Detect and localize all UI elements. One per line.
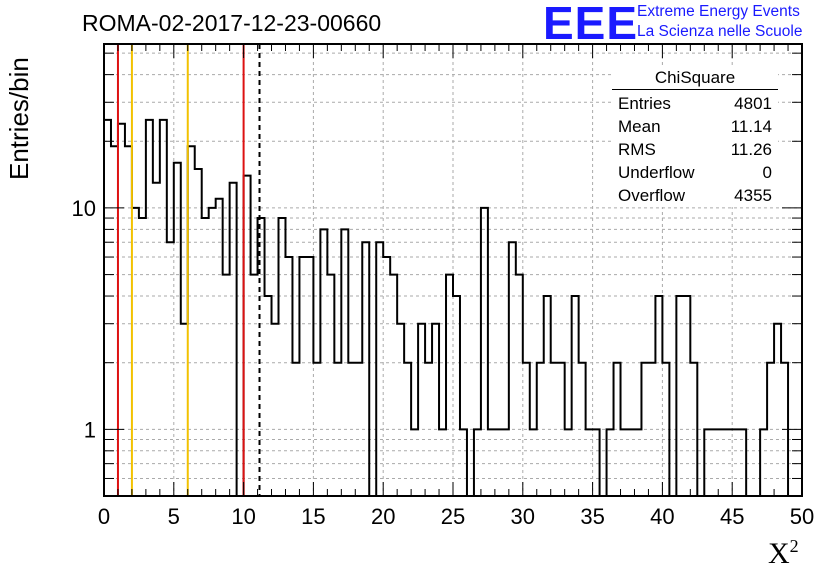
x-tick-label: 20 xyxy=(371,504,395,529)
x-tick-label: 40 xyxy=(650,504,674,529)
x-tick-label: 25 xyxy=(441,504,465,529)
y-tick-label: 10 xyxy=(72,196,96,221)
run-title: ROMA-02-2017-12-23-00660 xyxy=(82,10,382,36)
logo-line-1: Extreme Energy Events xyxy=(637,3,800,20)
x-tick-label: 15 xyxy=(301,504,325,529)
x-tick-label: 45 xyxy=(720,504,744,529)
x-tick-label: 5 xyxy=(168,504,180,529)
stats-value: 4801 xyxy=(734,94,772,113)
x-tick-label: 35 xyxy=(580,504,604,529)
x-tick-label: 50 xyxy=(790,504,814,529)
stats-value: 4355 xyxy=(734,186,772,205)
stats-label: Overflow xyxy=(618,186,686,205)
x-axis-label: X2 xyxy=(768,536,799,570)
histogram-steps xyxy=(104,118,802,497)
stats-label: Underflow xyxy=(618,163,695,182)
stats-row-rms: RMS 11.26 xyxy=(612,138,778,161)
x-tick-label: 10 xyxy=(231,504,255,529)
stats-row-underflow: Underflow 0 xyxy=(612,161,778,184)
stats-title: ChiSquare xyxy=(612,68,778,90)
stats-row-entries: Entries 4801 xyxy=(612,92,778,115)
logo-line-2: La Scienza nelle Scuole xyxy=(637,23,803,40)
stats-box: ChiSquare Entries 4801 Mean 11.14 RMS 11.26 Un… xyxy=(612,68,778,207)
stats-value: 11.14 xyxy=(730,117,772,136)
eee-logo: EEE xyxy=(543,0,639,49)
y-tick-label: 1 xyxy=(84,417,96,442)
stats-row-overflow: Overflow 4355 xyxy=(612,184,778,207)
x-tick-label: 30 xyxy=(511,504,535,529)
stats-value: 11.26 xyxy=(730,140,772,159)
stats-value: 0 xyxy=(762,163,772,182)
stats-row-mean: Mean 11.14 xyxy=(612,115,778,138)
y-axis-label: Entries/bin xyxy=(4,57,34,180)
stats-label: RMS xyxy=(618,140,656,159)
stats-label: Entries xyxy=(618,94,671,113)
stats-label: Mean xyxy=(618,117,661,136)
x-tick-label: 0 xyxy=(98,504,110,529)
